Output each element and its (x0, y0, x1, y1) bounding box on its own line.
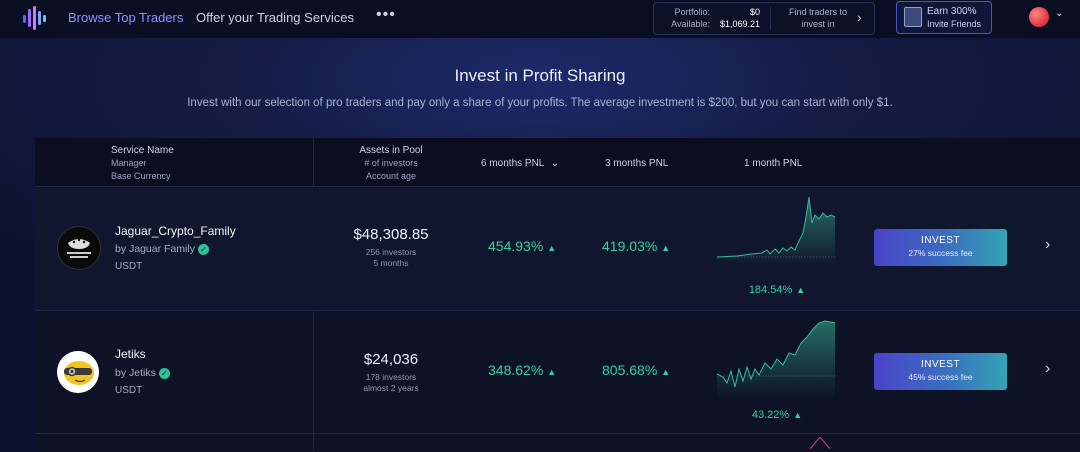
earn-subtitle: Invite Friends (927, 19, 982, 29)
arrow-up-icon: ▲ (661, 243, 671, 253)
trader-name[interactable]: Jetiks (115, 347, 146, 361)
divider (770, 7, 771, 30)
trader-logo (57, 351, 99, 393)
sort-chevron-down-icon: ⌄ (550, 158, 560, 169)
traders-table: Service Name Manager Base Currency Asset… (35, 138, 1080, 451)
jetiks-logo-icon (57, 351, 99, 393)
trader-currency: USDT (115, 261, 143, 272)
chevron-down-icon[interactable]: ⌄ (1055, 8, 1064, 19)
success-fee: 45% success fee (908, 372, 973, 382)
verified-check-icon: ✓ (197, 243, 209, 255)
assets-cell: $24,036 178 investors almost 2 years (314, 351, 468, 394)
trader-manager: by Jetiks ✓ (115, 367, 170, 379)
header-pnl-1m[interactable]: 1 month PNL (744, 158, 803, 169)
pnl-1m: 43.22% ▲ (751, 409, 803, 421)
pnl-1m: 184.54% ▲ (748, 284, 806, 296)
header-pnl-3m[interactable]: 3 months PNL (605, 158, 669, 169)
invite-friends-button[interactable]: Earn 300% Invite Friends (896, 1, 992, 34)
account-age: almost 2 years (363, 383, 419, 393)
invest-button[interactable]: INVEST 45% success fee (874, 353, 1007, 390)
sparkline-chart (717, 196, 837, 265)
chevron-right-icon: › (857, 9, 862, 25)
nav-offer-trading-services[interactable]: Offer your Trading Services (196, 10, 354, 25)
success-fee: 27% success fee (908, 248, 973, 258)
portfolio-summary[interactable]: Portfolio: Available: $0 $1,069.21 Find … (653, 2, 875, 35)
chevron-right-icon[interactable]: › (1045, 360, 1051, 377)
table-header: Service Name Manager Base Currency Asset… (35, 138, 1080, 186)
invest-button[interactable]: INVEST 27% success fee (874, 229, 1007, 266)
pnl-6m: 348.62% ▲ (488, 362, 557, 378)
sparkline-chart (810, 437, 830, 449)
gift-card-icon (904, 7, 922, 27)
available-label: Available: (671, 19, 710, 29)
app-logo-icon[interactable] (22, 6, 48, 30)
arrow-up-icon: ▲ (547, 367, 557, 377)
earn-title: Earn 300% (927, 6, 977, 17)
investor-count: 256 investors (365, 247, 417, 257)
arrow-up-icon: ▲ (547, 243, 557, 253)
chevron-right-icon[interactable]: › (1045, 236, 1051, 253)
header-assets: Assets in Pool # of investors Account ag… (359, 145, 423, 181)
portfolio-value: $0 (749, 7, 760, 17)
user-avatar[interactable] (1029, 7, 1049, 27)
header-service-name: Service Name Manager Base Currency (111, 145, 174, 181)
trader-currency: USDT (115, 385, 143, 396)
trader-manager: by Jaguar Family ✓ (115, 243, 209, 255)
table-row[interactable]: Jetiks by Jetiks ✓ USDT $24,036 178 inves… (35, 310, 1080, 434)
top-navigation: Browse Top Traders Offer your Trading Se… (0, 0, 1080, 39)
assets-cell: $48,308.85 256 investors 5 months (314, 226, 468, 269)
investor-count: 178 investors (365, 372, 417, 382)
page-title: Invest in Profit Sharing (454, 66, 626, 85)
account-age: 5 months (373, 258, 409, 268)
find-traders-link[interactable]: Find traders to invest in (788, 7, 848, 29)
pnl-6m: 454.93% ▲ (488, 238, 557, 254)
table-row[interactable]: Jaguar_Crypto_Family by Jaguar Family ✓ U… (35, 186, 1080, 310)
header-pnl-6m[interactable]: 6 months PNL ⌄ (481, 158, 560, 169)
table-row (35, 433, 1080, 452)
arrow-up-icon: ▲ (661, 367, 671, 377)
page-subtitle: Invest with our selection of pro traders… (187, 97, 893, 109)
nav-browse-top-traders[interactable]: Browse Top Traders (68, 10, 184, 25)
available-value: $1,069.21 (719, 19, 760, 29)
more-menu-icon[interactable]: ••• (376, 6, 396, 23)
verified-check-icon: ✓ (158, 367, 170, 379)
pnl-3m: 805.68% ▲ (602, 362, 671, 378)
sparkline-chart (717, 320, 837, 399)
arrow-up-icon: ▲ (796, 285, 806, 295)
pnl-3m: 419.03% ▲ (602, 238, 671, 254)
trader-logo (57, 226, 101, 270)
portfolio-label: Portfolio: (674, 7, 710, 17)
assets-value: $48,308.85 (353, 226, 429, 243)
jaguar-logo-icon (58, 227, 100, 269)
trader-name[interactable]: Jaguar_Crypto_Family (115, 224, 236, 238)
assets-value: $24,036 (363, 351, 419, 368)
arrow-up-icon: ▲ (793, 410, 803, 420)
